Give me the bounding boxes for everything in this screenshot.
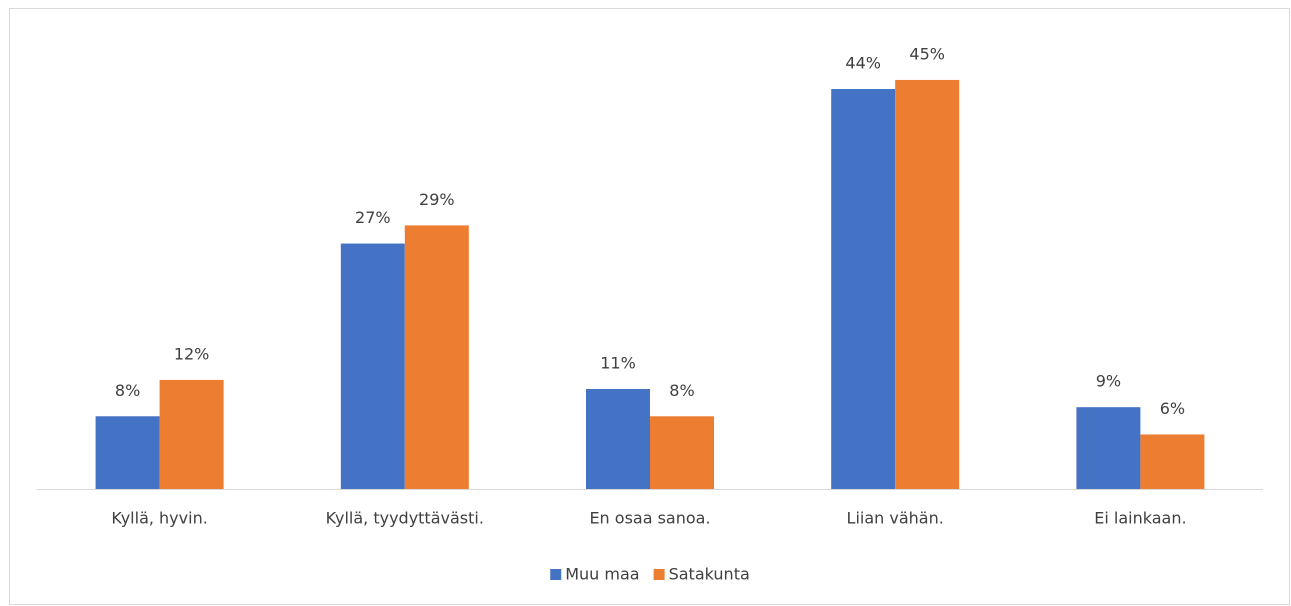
data-label: 27% bbox=[355, 208, 391, 227]
legend-swatch bbox=[653, 569, 665, 580]
bar bbox=[340, 243, 405, 489]
data-label: 9% bbox=[1096, 372, 1121, 391]
legend-label: Satakunta bbox=[669, 565, 750, 584]
x-tick-label: En osaa sanoa. bbox=[589, 509, 710, 528]
chart-frame bbox=[9, 8, 1290, 605]
bar bbox=[650, 416, 714, 489]
bar bbox=[1140, 434, 1205, 489]
data-label: 6% bbox=[1160, 399, 1185, 418]
data-label: 8% bbox=[669, 381, 694, 400]
bar bbox=[1076, 407, 1141, 489]
data-label: 8% bbox=[115, 381, 140, 400]
x-tick-label: Ei lainkaan. bbox=[1094, 509, 1186, 528]
bar bbox=[159, 379, 224, 489]
bar bbox=[895, 79, 960, 489]
legend-swatch bbox=[550, 569, 562, 580]
data-label: 44% bbox=[845, 54, 881, 73]
data-label: 29% bbox=[419, 190, 455, 209]
data-label: 12% bbox=[174, 344, 210, 363]
bar bbox=[586, 389, 650, 489]
bar bbox=[831, 89, 896, 489]
x-tick-label: Kyllä, tyydyttävästi. bbox=[326, 509, 484, 528]
data-label: 11% bbox=[600, 354, 636, 373]
bar bbox=[404, 225, 469, 489]
legend-label: Muu maa bbox=[565, 565, 639, 584]
x-tick-label: Kyllä, hyvin. bbox=[111, 509, 207, 528]
data-label: 45% bbox=[909, 44, 945, 63]
bar bbox=[95, 416, 160, 489]
x-tick-label: Liian vähän. bbox=[847, 509, 944, 528]
